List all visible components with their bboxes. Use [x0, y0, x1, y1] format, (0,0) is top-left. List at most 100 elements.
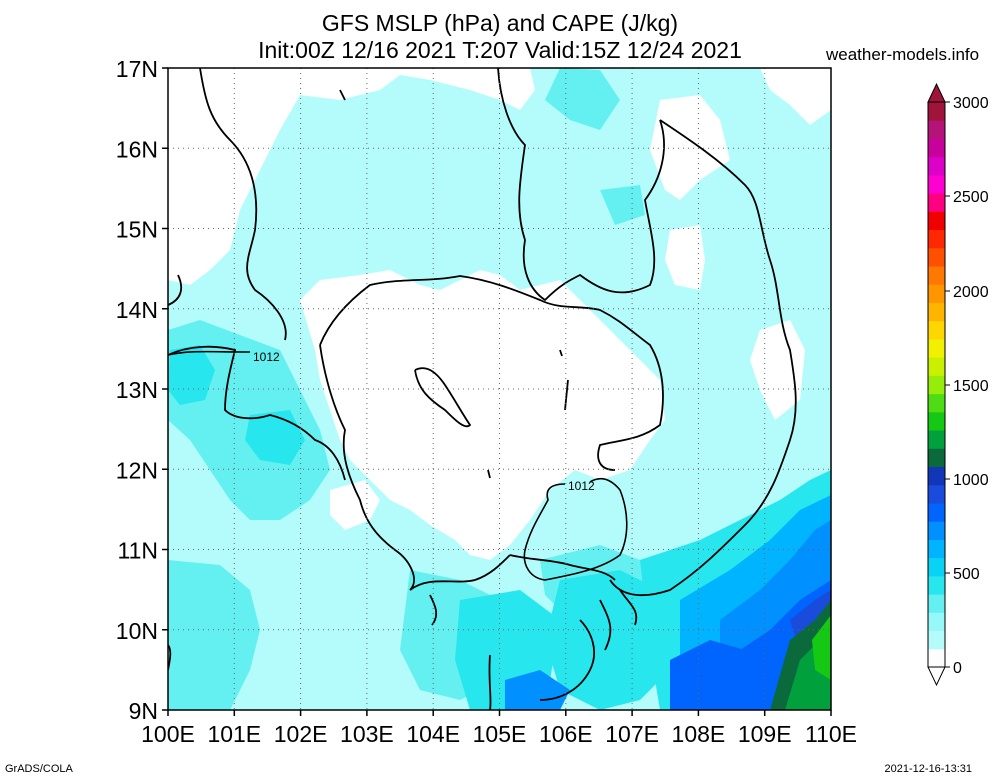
cape-green-areas [770, 600, 831, 710]
map-title: GFS MSLP (hPa) and CAPE (J/kg) [321, 10, 679, 36]
zero-area-ridge [665, 225, 705, 290]
graticule [168, 68, 831, 710]
colorbar-swatch [928, 120, 945, 139]
lon-label: 105E [473, 721, 527, 747]
cape-zero-areas [168, 68, 831, 690]
colorbar-label: 0 [953, 660, 962, 677]
lat-label: 16N [116, 136, 158, 162]
zero-area-coast [750, 320, 805, 420]
colorbar-swatch [928, 411, 945, 431]
lat-label: 13N [116, 377, 158, 403]
colorbar-swatch [928, 193, 945, 212]
colorbar-label: 2500 [953, 189, 989, 206]
colorbar-swatch [928, 648, 945, 668]
colorbar-swatch [928, 484, 945, 504]
isobar-label-west: 1012 [253, 350, 280, 364]
timestamp: 2021-12-16-13:31 [884, 763, 972, 775]
green-area-light [812, 615, 831, 680]
colorbar-swatch [928, 575, 945, 595]
colorbar-swatch [928, 357, 945, 376]
lon-label: 107E [605, 721, 659, 747]
colorbar-label: 1500 [953, 378, 989, 395]
colorbar-swatch [928, 156, 945, 176]
lat-label: 12N [116, 457, 158, 483]
colorbar-swatch [928, 247, 945, 267]
border-laos-vietnam [497, 68, 665, 302]
colorbar-swatch [928, 430, 945, 449]
coast-gulf-thailand [168, 274, 346, 481]
latitude-labels: 17N 16N 15N 14N 13N 12N 11N 10N 9N [116, 56, 158, 724]
colorbar-label: 2000 [953, 284, 989, 301]
colorbar-labels: 3000 2500 2000 1500 1000 500 0 [953, 95, 989, 677]
border-cambodia-north [319, 275, 664, 471]
lat-label: 9N [129, 698, 158, 724]
coast-vietnam [609, 119, 797, 597]
mid-area-north [545, 68, 620, 130]
border-cambodia-south [509, 554, 616, 581]
colorbar-top-arrow [927, 82, 946, 103]
lon-label: 103E [340, 721, 394, 747]
coast-mekong-delta [539, 589, 638, 701]
colorbar-label: 3000 [953, 95, 989, 112]
colorbar-swatch [928, 211, 945, 231]
lon-label: 102E [274, 721, 328, 747]
colorbar-swatch [928, 448, 945, 468]
lon-label: 110E [805, 721, 857, 747]
zero-area-north [168, 68, 535, 285]
axis-ticks [162, 67, 832, 716]
colorbar-swatch [928, 320, 945, 340]
isobar-west [168, 350, 251, 356]
lon-label: 104E [406, 721, 460, 747]
coast-islands [429, 594, 492, 710]
blue-area-south [670, 640, 760, 710]
colorbar [927, 82, 950, 687]
lake-tonle-sap [414, 367, 472, 428]
high-area-gulf-east [245, 410, 305, 465]
site-credit: weather-models.info [826, 45, 980, 64]
lat-label: 10N [116, 618, 158, 644]
lon-label: 101E [207, 721, 261, 747]
lat-label: 11N [118, 538, 159, 564]
colorbar-swatch [928, 612, 945, 632]
lat-label: 17N [116, 56, 158, 82]
zero-area-islet [330, 480, 380, 530]
zero-area-east [650, 95, 730, 200]
inland-marks [339, 89, 569, 479]
coastlines-borders [168, 68, 797, 710]
isobar-label-low: 1012 [568, 479, 595, 493]
colorbar-swatch [928, 302, 945, 322]
colorbar-swatch [928, 284, 945, 303]
colorbar-swatch [928, 375, 945, 395]
blue-area-coast [505, 670, 570, 710]
colorbar-swatch [928, 466, 945, 486]
colorbar-swatch [928, 502, 945, 522]
colorbar-swatch [928, 539, 945, 559]
colorbar-swatch [928, 174, 945, 194]
zero-area-central [300, 270, 665, 560]
colorbar-swatch [928, 266, 945, 285]
colorbar-swatch [928, 338, 945, 358]
map-subtitle: Init:00Z 12/16 2021 T:207 Valid:15Z 12/2… [258, 37, 742, 63]
lon-label: 100E [141, 721, 195, 747]
colorbar-bottom-arrow [927, 666, 946, 687]
high-area-gulf-north [168, 345, 215, 405]
cape-field [168, 68, 831, 710]
zero-area-northeast [760, 68, 831, 125]
mid-area-southwest [168, 560, 260, 710]
lon-label: 108E [672, 721, 726, 747]
colorbar-swatch [928, 557, 945, 577]
lon-label: 106E [539, 721, 593, 747]
colorbar-swatch [928, 102, 945, 121]
border-thailand-laos [199, 68, 287, 341]
lat-label: 14N [116, 297, 158, 323]
colorbar-swatch [928, 393, 945, 413]
longitude-labels: 100E 101E 102E 103E 104E 105E 106E 107E 108E 109E… [141, 721, 857, 747]
colorbar-swatch [928, 229, 945, 249]
colorbar-swatch [928, 521, 945, 540]
lat-label: 15N [116, 217, 158, 243]
border-cambodia-west [319, 344, 511, 591]
isobars [168, 350, 628, 581]
colorbar-swatch [928, 594, 945, 613]
colorbar-label: 500 [953, 566, 980, 583]
